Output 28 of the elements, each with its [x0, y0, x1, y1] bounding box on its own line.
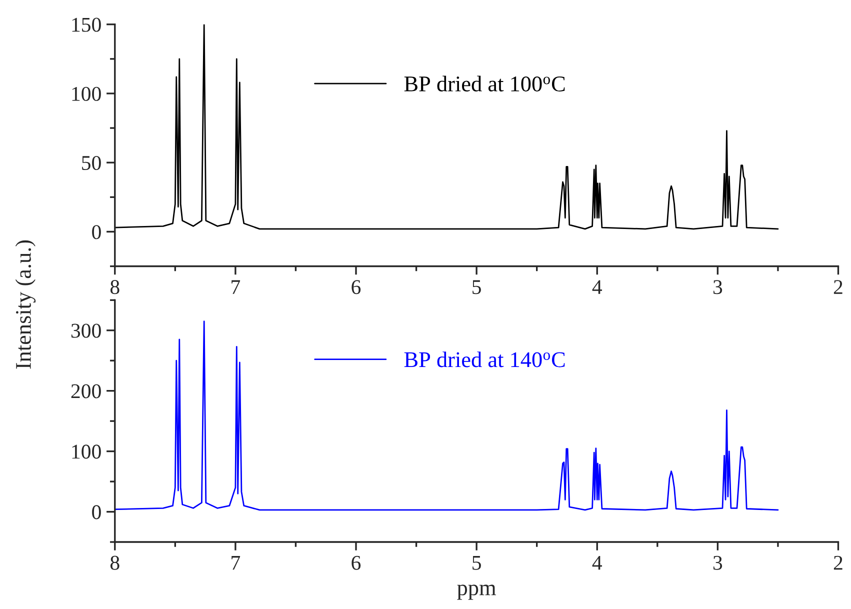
y-tick-label: 200: [71, 384, 101, 398]
y-tick-label: 300: [71, 324, 101, 338]
x-tick-label: 7: [232, 280, 240, 294]
x-axis-title: ppm: [457, 584, 496, 600]
y-tick-label: 150: [72, 18, 101, 32]
x-tick-label: 5: [472, 556, 481, 570]
y-tick-label: 0: [92, 505, 101, 520]
y-tick-label: 100: [72, 86, 101, 101]
x-tick-label: 2: [834, 556, 842, 570]
x-tick-label: 3: [713, 556, 722, 570]
line-series: [114, 320, 779, 511]
y-tick-label: 50: [82, 156, 101, 170]
x-tick-label: 3: [713, 280, 722, 294]
x-tick-label: 2: [834, 280, 842, 294]
x-tick-label: 6: [352, 280, 361, 294]
legend-label: BP dried at 140$^{o}$C: [404, 352, 565, 368]
y-tick-label: 100: [72, 444, 101, 459]
y-axis-title: Intensity (a.u.): [15, 240, 36, 369]
x-tick-label: 5: [472, 280, 481, 294]
x-tick-label: 6: [352, 556, 361, 570]
x-tick-label: 8: [110, 280, 120, 294]
x-tick-label: 4: [592, 556, 602, 570]
legend-label: BP dried at 100$^{o}$C: [404, 76, 565, 92]
line-series: [114, 24, 779, 230]
x-tick-label: 7: [232, 556, 240, 570]
x-tick-label: 8: [110, 556, 120, 570]
x-tick-label: 4: [592, 280, 602, 294]
y-tick-label: 0: [92, 225, 101, 240]
